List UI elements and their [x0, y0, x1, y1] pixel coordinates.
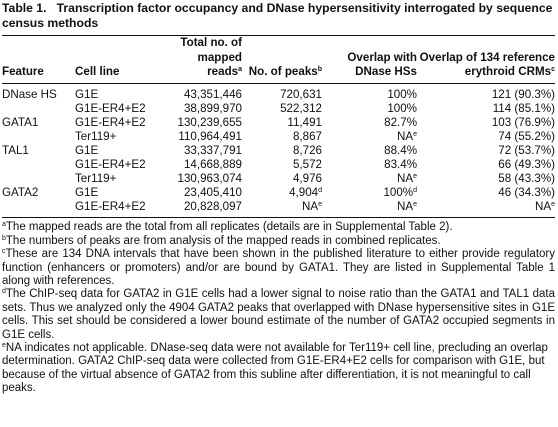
cell-peaks: 8,726 — [292, 143, 322, 157]
cell-peaks: 4,904d — [289, 186, 322, 200]
table-row: DNase HS G1E 43,351,446 720,631 100% 121 (90.… — [2, 83, 555, 102]
cell-crm-overlap: 58 (43.3%) — [498, 172, 555, 186]
footnote: eNA indicates not applicable. DNase-seq … — [2, 342, 548, 395]
cell-line: G1E — [75, 87, 99, 101]
cell-crm-overlap: 72 (53.7%) — [498, 143, 555, 157]
cell-crm-overlap: 121 (90.3%) — [491, 87, 555, 101]
table-body: DNase HS G1E 43,351,446 720,631 100% 121 (90.… — [2, 83, 555, 218]
cell-feature — [2, 200, 75, 218]
cell-feature: GATA2 — [2, 186, 39, 200]
cell-overlap: 100%d — [383, 186, 417, 200]
footnote: bThe numbers of peaks are from analysis … — [2, 234, 441, 247]
cell-line: G1E-ER4+E2 — [75, 101, 146, 115]
cell-peaks: 720,631 — [280, 87, 322, 101]
header-peaks: No. of peaksb — [242, 36, 322, 84]
cell-mapped-reads: 110,964,491 — [178, 129, 242, 143]
footnote: aThe mapped reads are the total from all… — [2, 221, 453, 234]
table-page: Table 1. Transcription factor occupancy … — [2, 0, 555, 396]
cell-line: G1E — [75, 186, 99, 200]
table-row: G1E-ER4+E2 14,668,889 5,572 83.4% 66 (49.3%) — [2, 158, 555, 172]
cell-line: Ter119+ — [75, 172, 117, 186]
cell-mapped-reads: 33,337,791 — [183, 143, 242, 157]
data-table: Feature Cell line Total no. of mapped re… — [2, 36, 555, 218]
cell-mapped-reads: 130,963,074 — [177, 172, 242, 186]
cell-overlap: 82.7% — [384, 115, 417, 129]
cell-overlap: 100% — [387, 87, 417, 101]
cell-peaks: 4,976 — [292, 172, 322, 186]
table-title: Transcription factor occupancy and DNase… — [2, 1, 553, 30]
cell-peaks: 8,867 — [292, 129, 322, 143]
cell-mapped-reads: 130,239,655 — [177, 115, 242, 129]
cell-mapped-reads: 43,351,446 — [183, 87, 242, 101]
table-row: G1E-ER4+E2 20,828,097 NAe NAe NAe — [2, 200, 555, 218]
footnote: dThe ChIP-seq data for GATA2 in G1E cell… — [2, 288, 555, 341]
header-overlap: Overlap with DNase HSs — [322, 36, 417, 84]
cell-mapped-reads: 23,405,410 — [183, 186, 242, 200]
cell-crm-overlap: 66 (49.3%) — [498, 157, 555, 171]
cell-feature: DNase HS — [2, 87, 57, 101]
cell-line: Ter119+ — [75, 129, 117, 143]
table-row: GATA1 G1E-ER4+E2 130,239,655 11,491 82.7% 103… — [2, 116, 555, 130]
cell-crm-overlap: 74 (55.2%) — [498, 129, 555, 143]
table-label: Table 1. — [2, 1, 47, 15]
top-rule — [2, 35, 555, 36]
header-crm-overlap: Overlap of 134 reference erythroid CRMsc — [417, 36, 555, 84]
table-row: GATA2 G1E 23,405,410 4,904d 100%d 46 (34.3%) — [2, 186, 555, 200]
table-row: TAL1 G1E 33,337,791 8,726 88.4% 72 (53.7%) — [2, 144, 555, 158]
table-row: G1E-ER4+E2 38,899,970 522,312 100% 114 (85.1… — [2, 102, 555, 116]
header-feature: Feature — [2, 36, 75, 84]
footnote: cThese are 134 DNA intervals that have b… — [2, 248, 555, 287]
cell-line: G1E-ER4+E2 — [75, 157, 146, 171]
cell-overlap: 83.4% — [384, 157, 417, 171]
cell-crm-overlap: 114 (85.1%) — [492, 101, 555, 115]
cell-crm-overlap: 46 (34.3%) — [498, 186, 555, 200]
cell-crm-overlap: NAe — [534, 200, 555, 214]
cell-feature — [2, 130, 75, 144]
cell-mapped-reads: 20,828,097 — [183, 200, 242, 214]
header-row: Feature Cell line Total no. of mapped re… — [2, 36, 555, 84]
cell-peaks: 5,572 — [292, 157, 322, 171]
table-caption: Table 1. Transcription factor occupancy … — [2, 1, 555, 31]
cell-crm-overlap: 103 (76.9%) — [491, 115, 555, 129]
cell-peaks: 11,491 — [287, 115, 322, 129]
cell-overlap: NAe — [396, 129, 417, 143]
cell-overlap: 88.4% — [384, 143, 417, 157]
cell-overlap: NAe — [396, 200, 417, 214]
footnotes: aThe mapped reads are the total from all… — [2, 221, 555, 395]
header-cell-line: Cell line — [75, 36, 162, 84]
cell-line: G1E-ER4+E2 — [75, 115, 146, 129]
cell-feature — [2, 172, 75, 186]
cell-overlap: NAe — [396, 172, 417, 186]
cell-feature — [2, 102, 75, 116]
table-row: Ter119+ 130,963,074 4,976 NAe 58 (43.3%) — [2, 172, 555, 186]
cell-feature — [2, 158, 75, 172]
cell-mapped-reads: 14,668,889 — [183, 157, 242, 171]
cell-overlap: 100% — [387, 101, 417, 115]
cell-peaks: 522,312 — [280, 101, 322, 115]
cell-feature: TAL1 — [2, 143, 29, 157]
cell-line: G1E — [75, 143, 99, 157]
cell-mapped-reads: 38,899,970 — [183, 101, 242, 115]
cell-line: G1E-ER4+E2 — [75, 200, 146, 214]
cell-feature: GATA1 — [2, 115, 39, 129]
header-mapped-reads: Total no. of mapped readsa — [162, 36, 242, 84]
table-row: Ter119+ 110,964,491 8,867 NAe 74 (55.2%) — [2, 130, 555, 144]
cell-peaks: NAe — [301, 200, 322, 214]
